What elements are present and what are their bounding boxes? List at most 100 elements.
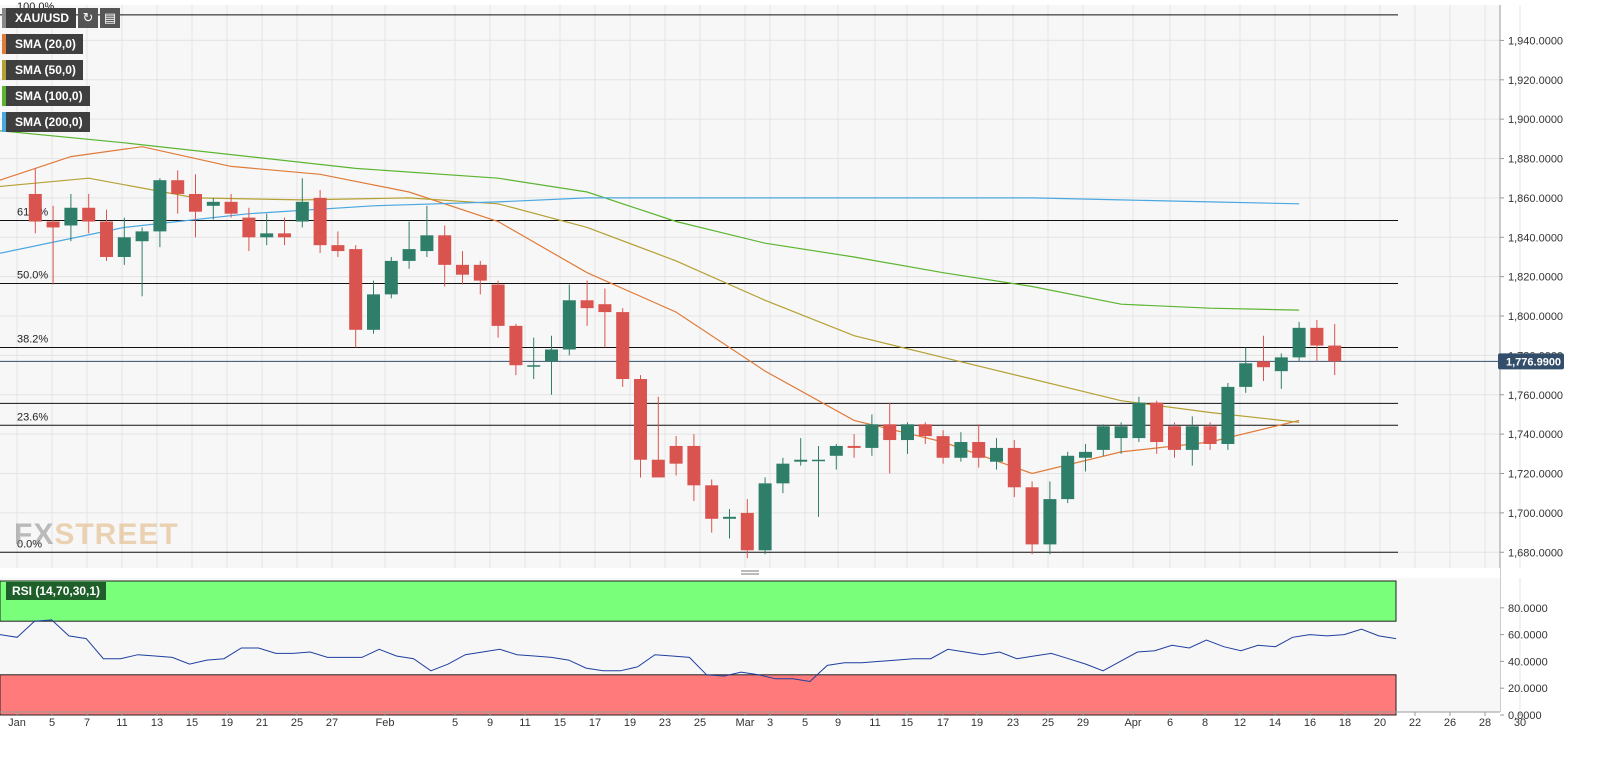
candle-body bbox=[598, 304, 612, 313]
candle-body bbox=[794, 459, 808, 462]
logo-street: STREET bbox=[54, 518, 179, 551]
sma200-label[interactable]: SMA (200,0) bbox=[2, 112, 90, 132]
candle-body bbox=[171, 180, 185, 194]
sma20-label[interactable]: SMA (20,0) bbox=[2, 34, 83, 54]
candle-body bbox=[438, 235, 452, 265]
x-tick-label: 11 bbox=[869, 717, 880, 729]
x-tick-label: Feb bbox=[376, 717, 395, 729]
price-panel-bg bbox=[0, 5, 1500, 568]
x-tick-label: 3 bbox=[767, 717, 773, 729]
x-tick-label: 7 bbox=[84, 717, 90, 729]
x-tick-label: 30 bbox=[1514, 717, 1526, 729]
candle-body bbox=[1257, 361, 1270, 368]
x-tick-label: 18 bbox=[1339, 717, 1351, 729]
legend-sma20[interactable]: SMA (20,0) bbox=[2, 33, 83, 55]
y-tick-label: 1,740.0000 bbox=[1508, 429, 1563, 441]
x-tick-label: 19 bbox=[971, 717, 983, 729]
sma50-label[interactable]: SMA (50,0) bbox=[2, 60, 83, 80]
x-tick-label: 8 bbox=[1202, 717, 1208, 729]
x-tick-label: 26 bbox=[1444, 717, 1456, 729]
candle-body bbox=[82, 207, 96, 222]
rsi-oversold-zone bbox=[0, 674, 1397, 716]
x-tick-label: 28 bbox=[1479, 717, 1491, 729]
candle-body bbox=[1185, 426, 1199, 450]
candle-body bbox=[224, 201, 238, 214]
x-tick-label: 13 bbox=[151, 717, 163, 729]
legend-sma100[interactable]: SMA (100,0) bbox=[2, 85, 90, 107]
candle-body bbox=[847, 445, 861, 448]
candle-body bbox=[1043, 499, 1057, 545]
candle-body bbox=[100, 221, 113, 257]
candle-body bbox=[1292, 327, 1306, 358]
x-tick-label: 21 bbox=[256, 717, 268, 729]
x-tick-label: 15 bbox=[554, 717, 566, 729]
y-tick-label: 1,760.0000 bbox=[1508, 390, 1563, 402]
fib-level-label: 0.0% bbox=[17, 538, 42, 550]
panel-icon[interactable]: ▤ bbox=[100, 8, 121, 28]
candle-body bbox=[972, 442, 986, 458]
x-tick-label: 16 bbox=[1304, 717, 1316, 729]
candle-body bbox=[1079, 451, 1092, 458]
sma100-label[interactable]: SMA (100,0) bbox=[2, 86, 90, 106]
candle-body bbox=[1328, 345, 1342, 362]
last-price-marker bbox=[1498, 353, 1564, 370]
x-tick-label: 25 bbox=[1042, 717, 1054, 729]
rsi-tick-label: 20.0000 bbox=[1508, 683, 1548, 695]
rsi-label[interactable]: RSI (14,70,30,1) bbox=[6, 582, 107, 600]
y-tick-label: 1,820.0000 bbox=[1508, 272, 1563, 284]
candle-body bbox=[117, 237, 131, 257]
x-tick-label: 19 bbox=[221, 717, 233, 729]
y-tick-label: 1,680.0000 bbox=[1508, 547, 1563, 559]
logo-fx: FX bbox=[14, 518, 55, 551]
legend-sma200[interactable]: SMA (200,0) bbox=[2, 111, 90, 133]
x-tick-label: 17 bbox=[589, 717, 601, 729]
x-tick-label: Apr bbox=[1124, 717, 1141, 729]
candle-body bbox=[1239, 363, 1253, 387]
rsi-tick-label: 0.0000 bbox=[1508, 710, 1542, 722]
rsi-tick-label: 40.0000 bbox=[1508, 656, 1548, 668]
x-tick-label: 25 bbox=[694, 717, 706, 729]
y-tick-label: 1,880.0000 bbox=[1508, 154, 1563, 166]
candle-body bbox=[812, 459, 825, 462]
candle-body bbox=[46, 221, 60, 228]
candle-body bbox=[491, 284, 505, 326]
x-tick-label: 11 bbox=[519, 717, 530, 729]
candle-body bbox=[1221, 386, 1235, 444]
candle-body bbox=[402, 249, 416, 261]
candle-body bbox=[509, 325, 523, 366]
candle-body bbox=[384, 260, 398, 295]
candle-body bbox=[1114, 426, 1128, 439]
x-tick-label: 12 bbox=[1234, 717, 1246, 729]
x-tick-label: 20 bbox=[1374, 717, 1386, 729]
x-tick-label: 5 bbox=[802, 717, 808, 729]
x-tick-label: 5 bbox=[452, 717, 458, 729]
candle-body bbox=[153, 180, 167, 232]
rsi-tick-label: 60.0000 bbox=[1508, 630, 1548, 642]
refresh-icon[interactable]: ↻ bbox=[78, 8, 99, 28]
candle-body bbox=[883, 424, 897, 441]
y-tick-label: 1,940.0000 bbox=[1508, 35, 1563, 47]
symbol-label[interactable]: XAU/USD bbox=[2, 8, 77, 28]
x-tick-label: 29 bbox=[1077, 717, 1089, 729]
candle-body bbox=[829, 445, 843, 456]
x-tick-label: 23 bbox=[1007, 717, 1019, 729]
y-tick-label: 1,800.0000 bbox=[1508, 311, 1563, 323]
y-tick-label: 1,900.0000 bbox=[1508, 114, 1563, 126]
x-tick-label: Jan bbox=[8, 717, 26, 729]
y-tick-label: 1,720.0000 bbox=[1508, 469, 1563, 481]
candle-body bbox=[545, 349, 558, 362]
y-tick-label: 1,860.0000 bbox=[1508, 193, 1563, 205]
candle-body bbox=[1168, 426, 1181, 450]
candle-body bbox=[260, 233, 274, 238]
candle-body bbox=[295, 201, 309, 222]
candle-body bbox=[901, 424, 914, 441]
candle-body bbox=[313, 197, 327, 246]
candle-body bbox=[580, 300, 594, 309]
candle-body bbox=[331, 245, 345, 252]
last-price-label: 1,776.9900 bbox=[1506, 356, 1561, 368]
candle-body bbox=[1150, 402, 1164, 443]
legend-sma50[interactable]: SMA (50,0) bbox=[2, 59, 83, 81]
candle-body bbox=[723, 516, 736, 519]
candle-body bbox=[1025, 487, 1039, 545]
